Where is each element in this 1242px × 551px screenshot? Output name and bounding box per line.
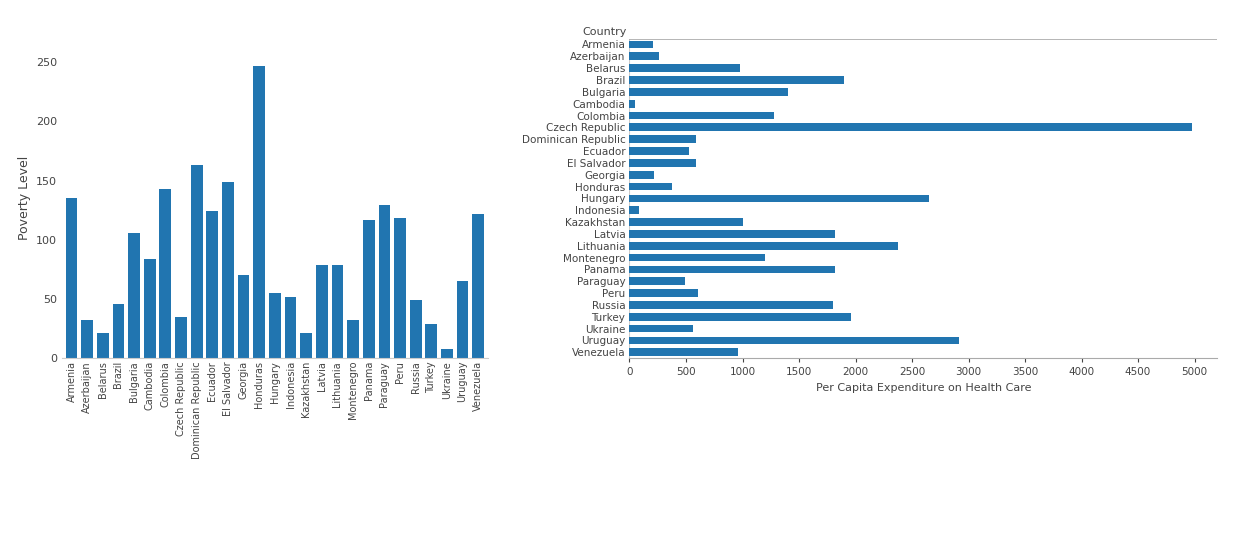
Bar <box>426 324 437 358</box>
Bar <box>97 333 108 358</box>
Bar <box>66 198 77 358</box>
Bar <box>284 296 297 358</box>
Bar <box>630 218 743 226</box>
Bar <box>630 348 738 356</box>
Bar <box>630 159 697 167</box>
Bar <box>630 289 698 297</box>
Bar <box>630 207 638 214</box>
Bar <box>630 337 960 344</box>
Bar <box>113 304 124 358</box>
Bar <box>630 147 689 155</box>
Bar <box>159 189 171 358</box>
Bar <box>630 242 898 250</box>
Y-axis label: Poverty Level: Poverty Level <box>17 156 31 240</box>
Bar <box>630 277 684 285</box>
Bar <box>81 320 93 358</box>
Bar <box>630 112 774 120</box>
Bar <box>394 219 406 358</box>
Bar <box>222 182 233 358</box>
Bar <box>206 212 219 358</box>
Bar <box>363 220 375 358</box>
Bar <box>630 136 697 143</box>
Bar <box>630 195 929 202</box>
Bar <box>175 317 186 358</box>
Text: Country: Country <box>582 27 627 37</box>
Bar <box>630 183 672 191</box>
Bar <box>441 349 453 358</box>
Bar <box>630 123 1192 131</box>
Bar <box>410 300 421 358</box>
Bar <box>630 64 740 72</box>
Bar <box>348 320 359 358</box>
Bar <box>237 276 250 358</box>
Bar <box>457 281 468 358</box>
Bar <box>630 301 833 309</box>
Bar <box>630 88 787 96</box>
Bar <box>630 41 653 48</box>
Bar <box>630 325 693 332</box>
Bar <box>144 259 155 358</box>
Bar <box>630 100 635 107</box>
Bar <box>301 333 312 358</box>
X-axis label: Per Capita Expenditure on Health Care: Per Capita Expenditure on Health Care <box>816 383 1031 393</box>
Bar <box>630 230 835 237</box>
Bar <box>332 264 343 358</box>
Bar <box>253 66 265 358</box>
Bar <box>270 293 281 358</box>
Bar <box>630 253 765 261</box>
Bar <box>191 165 202 358</box>
Bar <box>128 233 140 358</box>
Bar <box>630 171 653 179</box>
Bar <box>630 52 658 60</box>
Bar <box>630 313 851 321</box>
Bar <box>472 214 484 358</box>
Bar <box>315 264 328 358</box>
Bar <box>630 76 845 84</box>
Bar <box>630 266 835 273</box>
Bar <box>379 206 390 358</box>
